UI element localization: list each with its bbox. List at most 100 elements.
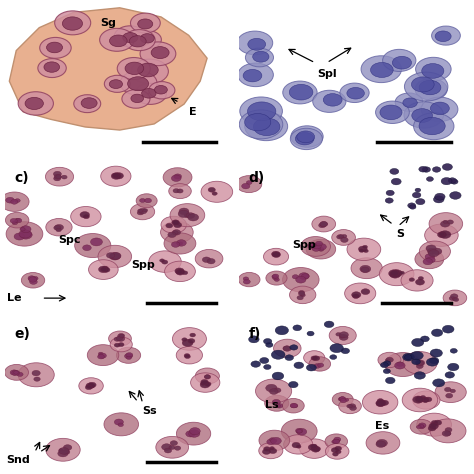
Circle shape [320,223,325,227]
Circle shape [272,400,280,405]
Circle shape [98,352,103,355]
Circle shape [320,221,328,227]
Circle shape [312,243,321,249]
Circle shape [318,363,324,367]
Circle shape [172,242,180,247]
Circle shape [182,271,188,274]
Circle shape [54,176,61,181]
Circle shape [346,404,352,408]
Circle shape [145,198,152,203]
Circle shape [427,257,435,263]
Circle shape [381,362,388,368]
Circle shape [376,439,387,447]
Circle shape [140,34,154,43]
Circle shape [429,423,438,429]
Circle shape [56,175,61,179]
Circle shape [376,400,386,406]
Circle shape [432,167,441,172]
Circle shape [201,382,206,385]
Circle shape [112,173,119,178]
Circle shape [290,345,298,350]
Circle shape [123,33,138,43]
Circle shape [269,389,278,394]
Circle shape [272,252,281,257]
Circle shape [340,399,346,403]
Circle shape [417,413,452,436]
Circle shape [385,353,421,376]
Circle shape [122,90,150,108]
Circle shape [125,354,132,359]
Circle shape [425,254,435,260]
Circle shape [404,102,444,128]
Circle shape [383,369,391,374]
Circle shape [409,278,414,282]
Circle shape [428,426,436,431]
Circle shape [54,226,61,230]
Circle shape [18,363,54,387]
Circle shape [402,388,438,412]
Circle shape [334,439,339,443]
Circle shape [55,225,64,230]
Circle shape [390,271,401,278]
Circle shape [186,213,195,219]
Circle shape [445,372,455,378]
Circle shape [267,439,275,445]
Circle shape [419,166,428,172]
Circle shape [88,383,94,388]
Circle shape [184,213,191,218]
Circle shape [63,449,70,455]
Circle shape [349,404,356,408]
Circle shape [412,359,420,365]
Circle shape [0,192,29,211]
Circle shape [174,174,182,179]
Circle shape [283,435,313,454]
Circle shape [81,98,97,109]
Circle shape [139,199,146,202]
Circle shape [403,98,417,108]
Circle shape [363,391,398,414]
Circle shape [420,336,429,342]
Circle shape [325,434,347,449]
Circle shape [118,334,125,338]
Circle shape [376,441,386,447]
Circle shape [361,267,369,273]
Circle shape [172,175,181,182]
Circle shape [430,419,466,443]
Circle shape [100,267,107,272]
Circle shape [21,273,45,288]
Circle shape [412,109,432,122]
Circle shape [118,423,123,427]
Circle shape [320,221,328,227]
Circle shape [418,276,423,280]
Text: Sg: Sg [100,18,116,28]
Circle shape [425,397,432,402]
Circle shape [109,35,127,47]
Circle shape [272,372,284,380]
Circle shape [12,370,20,375]
Circle shape [434,420,442,425]
Circle shape [17,372,23,376]
Circle shape [301,273,309,279]
Circle shape [334,437,341,442]
Circle shape [297,296,303,300]
Circle shape [446,393,453,398]
Circle shape [204,375,211,379]
Circle shape [361,56,401,82]
Circle shape [186,431,195,437]
Circle shape [311,447,320,452]
Circle shape [439,231,451,238]
Circle shape [130,204,155,220]
Circle shape [74,95,100,113]
Circle shape [164,233,196,254]
Circle shape [269,438,275,441]
Circle shape [306,239,336,259]
Circle shape [178,242,182,245]
Circle shape [119,334,124,337]
Circle shape [326,444,349,459]
Circle shape [420,396,426,399]
Circle shape [310,444,317,448]
Circle shape [299,273,309,280]
Circle shape [264,395,289,411]
Circle shape [416,364,423,368]
Circle shape [316,241,322,246]
